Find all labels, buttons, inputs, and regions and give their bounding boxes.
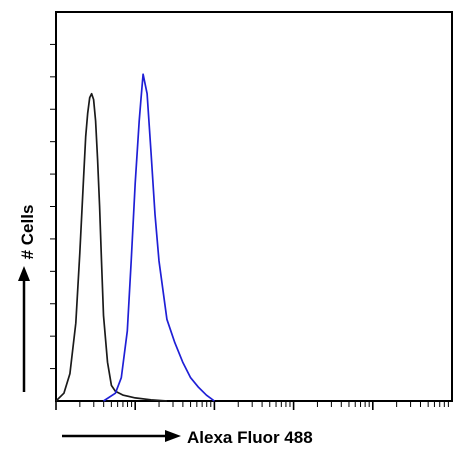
plot-frame <box>55 11 453 402</box>
series-line-2 <box>103 73 215 402</box>
y-axis-title: # Cells <box>18 205 37 260</box>
x-axis-arrowhead <box>165 430 181 442</box>
y-axis-ticks <box>50 43 56 370</box>
x-axis-title: Alexa Fluor 488 <box>187 428 313 447</box>
series-line-1 <box>55 92 167 402</box>
y-axis-arrowhead <box>18 266 30 281</box>
x-axis-ticks <box>55 401 449 410</box>
series-layer <box>55 73 215 402</box>
